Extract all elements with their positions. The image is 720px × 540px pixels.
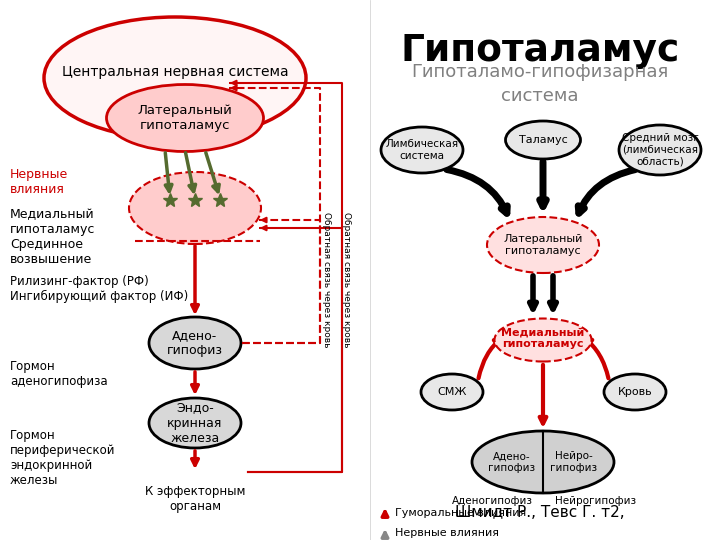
Text: Центральная нервная система: Центральная нервная система [62, 65, 288, 79]
Ellipse shape [487, 217, 599, 273]
Text: Гипоталамо-гипофизарная
система: Гипоталамо-гипофизарная система [411, 63, 669, 105]
Text: Шмидт Р., Тевс Г. т2,: Шмидт Р., Тевс Г. т2, [455, 505, 625, 520]
Ellipse shape [421, 374, 483, 410]
Text: СМЖ: СМЖ [437, 387, 467, 397]
Text: Срединное
возвышение: Срединное возвышение [10, 238, 92, 266]
Text: Эндо-
кринная
железа: Эндо- кринная железа [167, 402, 222, 444]
Text: Латеральный
гипоталамус: Латеральный гипоталамус [503, 234, 582, 256]
Text: Латеральный
гипоталамус: Латеральный гипоталамус [138, 104, 233, 132]
Ellipse shape [44, 17, 306, 139]
Text: Средний мозг
(лимбическая
область): Средний мозг (лимбическая область) [621, 133, 698, 167]
Text: Гипоталамус: Гипоталамус [400, 33, 680, 69]
Ellipse shape [381, 127, 463, 173]
Text: Лимбическая
система: Лимбическая система [385, 139, 459, 161]
Text: Нервные влияния: Нервные влияния [395, 528, 499, 538]
Text: Гуморальные влияния: Гуморальные влияния [395, 508, 526, 518]
Text: Нервные
влияния: Нервные влияния [10, 168, 68, 196]
Text: Гормон
периферической
эндокринной
железы: Гормон периферической эндокринной железы [10, 429, 115, 487]
Ellipse shape [149, 398, 241, 448]
Ellipse shape [604, 374, 666, 410]
Text: Медиальный
гипоталамус: Медиальный гипоталамус [10, 208, 95, 236]
Text: Аденогипофиз: Аденогипофиз [451, 496, 533, 506]
Text: Ингибирующий фактор (ИФ): Ингибирующий фактор (ИФ) [10, 289, 188, 302]
Ellipse shape [495, 319, 592, 361]
Text: Обратная связь через кровь: Обратная связь через кровь [343, 212, 351, 348]
Text: Таламус: Таламус [518, 135, 567, 145]
Text: Адено-
гипофиз: Адено- гипофиз [488, 451, 536, 473]
Ellipse shape [107, 84, 264, 152]
Ellipse shape [472, 431, 614, 493]
Text: Медиальный
гипоталамус: Медиальный гипоталамус [501, 327, 585, 349]
Text: Гормон
аденогипофиза: Гормон аденогипофиза [10, 360, 107, 388]
Text: К эффекторным
органам: К эффекторным органам [145, 485, 246, 513]
Text: Адено-
гипофиз: Адено- гипофиз [167, 329, 223, 357]
Ellipse shape [129, 172, 261, 244]
Text: Рилизинг-фактор (РФ): Рилизинг-фактор (РФ) [10, 274, 149, 287]
Ellipse shape [619, 125, 701, 175]
Text: Обратная связь через кровь: Обратная связь через кровь [322, 212, 330, 348]
Text: Нейрогипофиз: Нейрогипофиз [555, 496, 636, 506]
Ellipse shape [505, 121, 580, 159]
Text: Нейро-
гипофиз: Нейро- гипофиз [550, 451, 598, 473]
Text: Кровь: Кровь [618, 387, 652, 397]
Ellipse shape [149, 317, 241, 369]
